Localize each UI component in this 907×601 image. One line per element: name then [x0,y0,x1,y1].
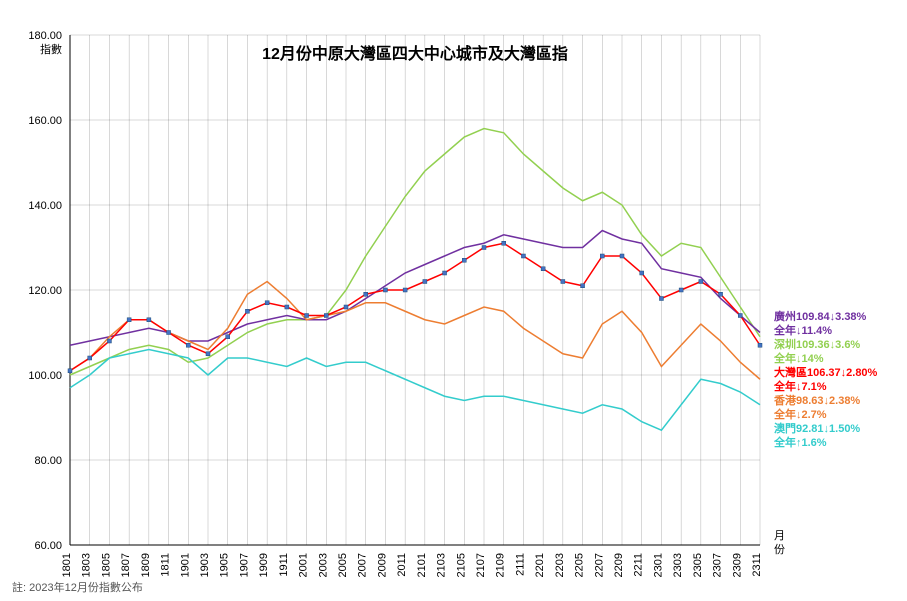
x-tick-label: 2107 [475,553,487,577]
marker-gba [206,352,210,356]
marker-gba [423,280,427,284]
marker-gba [265,301,269,305]
marker-gba [462,258,466,262]
x-tick-label: 2001 [298,553,310,577]
footnote: 註: 2023年12月份指數公布 [12,580,143,594]
y-axis-label: 指數 [40,42,62,56]
x-tick-label: 2011 [396,553,408,577]
marker-gba [699,280,703,284]
x-tick-label: 2207 [593,553,605,577]
x-tick-label: 2005 [337,553,349,577]
x-tick-label: 2309 [731,553,743,577]
marker-gba [679,288,683,292]
x-tick-label: 2105 [455,553,467,577]
x-tick-label: 1909 [258,553,270,577]
legend-macau-annual: 全年↑1.6% [773,435,827,449]
x-tick-label: 1903 [199,553,211,577]
marker-gba [68,369,72,373]
marker-gba [226,335,230,339]
y-tick-label: 80.00 [34,455,62,467]
chart-svg: 60.00 80.00 100.00 120.00 140.00 160.00 180.00… [0,0,907,601]
marker-gba [285,305,289,309]
marker-gba [344,305,348,309]
x-tick-label: 2201 [534,553,546,577]
marker-gba [127,318,131,322]
y-tick-label: 160.00 [28,115,62,127]
marker-gba [600,254,604,258]
chart-bg [0,0,907,601]
chart-title: 12月份中原大灣區四大中心城市及大灣區指 [262,44,568,63]
marker-gba [659,297,663,301]
marker-gba [640,271,644,275]
y-tick-label: 100.00 [28,370,62,382]
legend-macau-value: 澳門92.81↓1.50% [774,421,860,435]
x-tick-label: 1811 [160,553,172,577]
x-tick-label: 2205 [574,553,586,577]
x-tick-label: 1809 [140,553,152,577]
x-tick-label: 2103 [436,553,448,577]
marker-gba [581,284,585,288]
x-axis-label: 份 [774,543,785,556]
x-tick-label: 2101 [416,553,428,577]
marker-gba [482,246,486,250]
x-tick-label: 1905 [219,553,231,577]
x-tick-label: 1911 [278,553,290,577]
legend-shenzhen-value: 深圳109.36↓3.6% [774,337,860,351]
x-tick-label: 1801 [61,553,73,577]
x-tick-label: 1901 [179,553,191,577]
marker-gba [147,318,151,322]
legend-gba-value: 大灣區106.37↓2.80% [774,365,878,379]
marker-gba [167,331,171,335]
x-tick-label: 2301 [652,553,664,577]
marker-gba [719,292,723,296]
marker-gba [107,339,111,343]
marker-gba [521,254,525,258]
x-tick-label: 1807 [120,553,132,577]
marker-gba [561,280,565,284]
x-tick-label: 2305 [692,553,704,577]
y-tick-label: 140.00 [28,200,62,212]
marker-gba [305,314,309,318]
x-tick-label: 2111 [514,553,526,576]
x-tick-label: 1803 [81,553,93,577]
legend-guangzhou-value: 廣州109.84↓3.38% [774,309,867,323]
marker-gba [620,254,624,258]
y-tick-label: 180.00 [28,30,62,42]
marker-gba [245,309,249,313]
x-axis-label: 月 [774,530,785,542]
marker-gba [364,292,368,296]
marker-gba [383,288,387,292]
x-tick-label: 2307 [712,553,724,577]
marker-gba [502,241,506,245]
marker-gba [88,356,92,360]
legend-shenzhen-annual: 全年↓14% [773,351,824,365]
chart-container: 60.00 80.00 100.00 120.00 140.00 160.00 180.00… [0,0,907,601]
x-tick-label: 1907 [238,553,250,577]
marker-gba [186,343,190,347]
x-tick-label: 2109 [495,553,507,577]
marker-gba [443,271,447,275]
x-tick-label: 2009 [376,553,388,577]
x-tick-label: 2003 [317,553,329,577]
x-tick-label: 2311 [751,553,763,577]
x-tick-label: 2007 [357,553,369,577]
legend-guangzhou-annual: 全年↓11.4% [773,323,832,337]
x-tick-label: 2211 [633,553,645,577]
legend-hongkong-annual: 全年↓2.7% [773,407,827,421]
marker-gba [541,267,545,271]
x-tick-label: 2303 [672,553,684,577]
marker-gba [324,314,328,318]
x-tick-label: 1805 [100,553,112,577]
y-tick-label: 60.00 [34,540,62,552]
legend-gba-annual: 全年↓7.1% [773,379,827,393]
marker-gba [738,314,742,318]
y-tick-label: 120.00 [28,285,62,297]
marker-gba [758,343,762,347]
x-tick-label: 2203 [554,553,566,577]
x-tick-label: 2209 [613,553,625,577]
legend-hongkong-value: 香港98.63↓2.38% [773,393,860,407]
marker-gba [403,288,407,292]
